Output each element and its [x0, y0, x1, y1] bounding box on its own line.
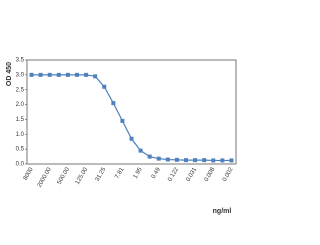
data-marker: [138, 148, 143, 153]
y-axis-title: OD 450: [6, 62, 13, 86]
x-tick-label: 7.81: [114, 166, 125, 180]
data-marker: [120, 118, 125, 123]
data-marker: [184, 158, 189, 163]
x-axis-title: ng/ml: [213, 208, 232, 215]
x-tick-label: 0.49: [151, 166, 162, 180]
x-tick-label: 1.95: [133, 166, 144, 180]
x-tick-label: 0.031: [186, 166, 199, 183]
y-tick-label: 2.5: [16, 87, 25, 93]
page: {"chart_data": {"type": "line", "y_label…: [5, 57, 237, 215]
data-marker: [229, 158, 234, 163]
data-marker: [129, 136, 134, 141]
x-tick-label: 500.00: [57, 166, 72, 185]
data-marker: [56, 72, 61, 77]
data-marker: [111, 101, 116, 106]
x-tick-label: 8000: [23, 166, 35, 181]
data-marker: [174, 157, 179, 162]
data-marker: [29, 72, 34, 77]
y-tick-label: 3.0: [16, 72, 25, 78]
y-tick-label: 1.5: [16, 117, 25, 123]
data-marker: [156, 156, 161, 161]
y-tick-label: 2.0: [16, 102, 25, 108]
data-line: [31, 74, 232, 162]
data-marker: [47, 72, 52, 77]
y-tick-label: 0.5: [16, 147, 25, 153]
data-marker: [220, 158, 225, 163]
y-tick-label: 0.0: [16, 162, 25, 168]
x-tick-label: 2000.00: [37, 166, 53, 188]
data-marker: [147, 154, 152, 159]
data-marker: [93, 74, 98, 79]
y-tick-label: 1.0: [16, 132, 25, 138]
data-marker: [211, 158, 216, 163]
x-tick-label: 0.002: [222, 166, 235, 183]
data-marker: [38, 72, 43, 77]
data-marker: [165, 157, 170, 162]
x-tick-label: 31.25: [95, 166, 108, 183]
chart: OD 450 ng/ml 0.0 0.5 1.0 1.5 2.0 2.5 3.0 3.5 800…: [6, 58, 237, 215]
x-tick-label: 0.008: [204, 166, 217, 183]
plot-frame: [26, 59, 237, 165]
data-marker: [74, 72, 79, 77]
data-marker: [102, 84, 107, 89]
x-tick-label: 125.00: [75, 166, 90, 185]
data-marker: [84, 72, 89, 77]
y-tick-label: 3.5: [16, 58, 25, 64]
x-tick-label: 0.122: [167, 166, 180, 183]
data-marker: [65, 72, 70, 77]
data-marker: [193, 158, 198, 163]
data-marker: [202, 158, 207, 163]
